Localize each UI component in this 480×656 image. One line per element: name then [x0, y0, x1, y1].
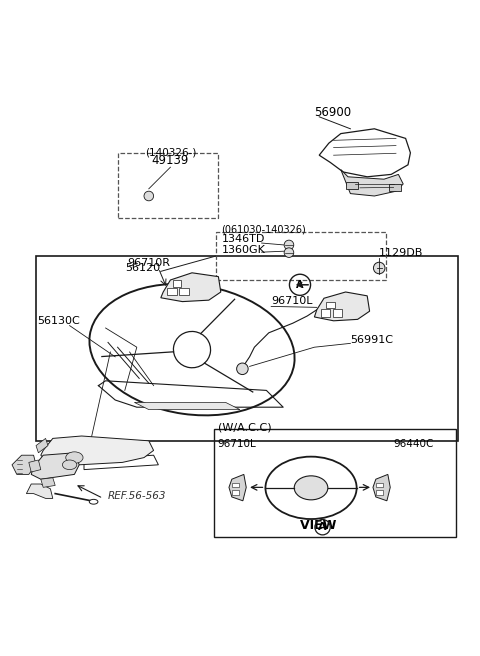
Text: 1360GK: 1360GK: [222, 245, 265, 255]
Text: (140326-): (140326-): [144, 148, 196, 157]
Bar: [376, 483, 383, 487]
Text: 96440C: 96440C: [394, 439, 434, 449]
Polygon shape: [341, 170, 403, 196]
Text: (061030-140326): (061030-140326): [221, 224, 306, 234]
Bar: [214, 429, 456, 537]
Polygon shape: [29, 460, 41, 472]
Ellipse shape: [66, 452, 83, 463]
Polygon shape: [41, 478, 55, 487]
Bar: [346, 182, 358, 189]
Polygon shape: [12, 455, 36, 474]
Polygon shape: [134, 402, 240, 409]
Bar: [179, 288, 189, 295]
Polygon shape: [98, 380, 283, 407]
Text: 56120: 56120: [126, 263, 161, 273]
Circle shape: [373, 262, 385, 274]
Text: A: A: [296, 280, 304, 290]
Circle shape: [284, 240, 294, 250]
Polygon shape: [319, 129, 410, 177]
Polygon shape: [84, 455, 158, 470]
Ellipse shape: [294, 476, 328, 500]
Text: 96710L: 96710L: [217, 439, 256, 449]
Bar: [216, 232, 386, 280]
Polygon shape: [229, 474, 246, 501]
Bar: [232, 483, 239, 487]
Polygon shape: [36, 438, 48, 453]
Text: 1129DB: 1129DB: [379, 249, 423, 258]
Polygon shape: [161, 273, 221, 302]
Circle shape: [144, 191, 154, 201]
Polygon shape: [41, 436, 154, 465]
Text: 56900: 56900: [314, 106, 351, 119]
Circle shape: [237, 363, 248, 375]
Bar: [321, 309, 330, 317]
Bar: [167, 288, 177, 295]
Polygon shape: [31, 453, 79, 479]
Text: REF.56-563: REF.56-563: [108, 491, 167, 501]
Polygon shape: [26, 484, 53, 499]
Text: 56130C: 56130C: [37, 316, 80, 325]
Text: A: A: [318, 522, 327, 532]
Text: 56991C: 56991C: [350, 335, 394, 345]
Text: 49139: 49139: [152, 154, 189, 167]
Text: VIEW: VIEW: [300, 519, 341, 532]
Text: 1346TD: 1346TD: [222, 234, 265, 245]
Ellipse shape: [89, 499, 98, 504]
Polygon shape: [373, 474, 390, 501]
Bar: [376, 490, 383, 495]
Bar: [389, 184, 401, 191]
Circle shape: [284, 248, 294, 257]
Text: 96710L: 96710L: [271, 297, 312, 306]
Polygon shape: [314, 292, 370, 321]
Bar: [173, 280, 181, 287]
Text: (W/A.C.C): (W/A.C.C): [218, 422, 272, 433]
Ellipse shape: [62, 460, 77, 470]
Text: 96710R: 96710R: [127, 258, 170, 268]
Bar: [232, 490, 239, 495]
Bar: [333, 309, 342, 317]
Bar: [36, 256, 458, 441]
Bar: [118, 153, 218, 218]
Bar: [326, 302, 335, 308]
